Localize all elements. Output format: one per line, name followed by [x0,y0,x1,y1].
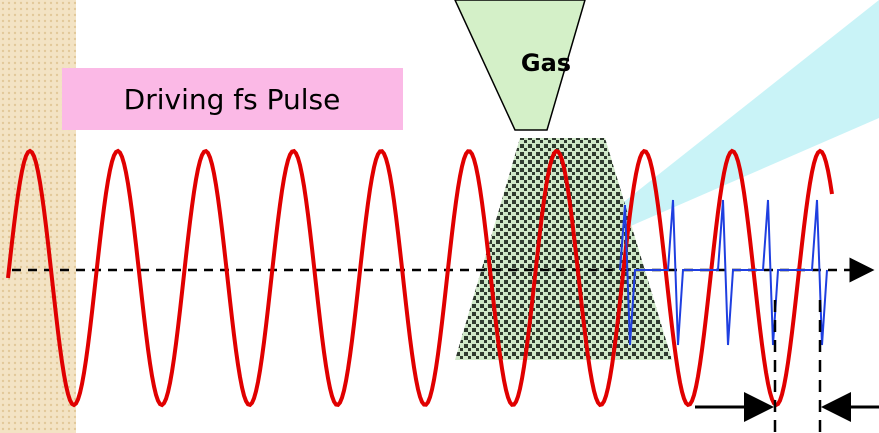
diagram: Driving fs Pulse Gas [0,0,879,433]
pulse-label: Driving fs Pulse [124,83,341,116]
gas-label: Gas [521,49,571,77]
